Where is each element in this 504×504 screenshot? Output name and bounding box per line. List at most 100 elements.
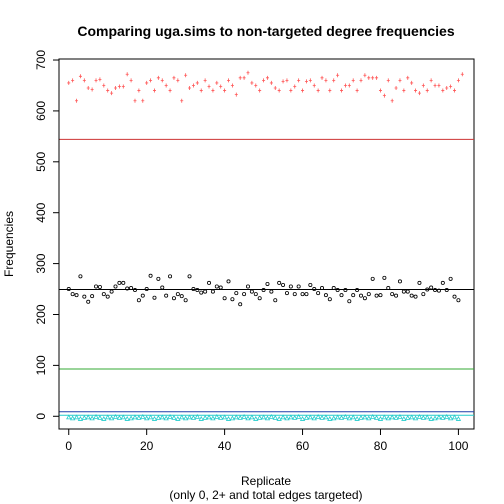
- point-s2-89: [412, 415, 419, 421]
- point-s1-54: [277, 280, 282, 285]
- point-s0-17: [133, 98, 137, 103]
- point-s2-48: [253, 415, 259, 421]
- point-s0-43: [234, 92, 238, 97]
- point-s0-67: [328, 88, 332, 93]
- point-s2-83: [389, 414, 395, 420]
- point-s2-32: [190, 414, 197, 420]
- point-s0-24: [160, 78, 164, 83]
- y-tick-label-600: 600: [34, 101, 48, 121]
- point-s0-38: [215, 80, 219, 85]
- point-s0-59: [297, 78, 301, 83]
- point-s2-14: [120, 414, 126, 420]
- point-s2-17: [132, 414, 138, 420]
- point-s0-12: [114, 86, 118, 91]
- point-s0-18: [137, 88, 141, 93]
- point-s1-13: [117, 280, 122, 285]
- point-s1-31: [187, 274, 192, 279]
- point-s2-84: [393, 414, 399, 420]
- point-s2-49: [257, 414, 263, 420]
- point-s1-58: [292, 292, 297, 297]
- point-s1-43: [234, 291, 239, 296]
- point-s0-57: [289, 88, 293, 93]
- point-s2-100: [455, 415, 462, 421]
- point-s2-51: [264, 415, 271, 421]
- point-s0-10: [106, 88, 110, 93]
- point-s1-6: [90, 294, 95, 299]
- point-s1-97: [444, 288, 449, 293]
- point-s0-41: [227, 78, 231, 83]
- point-s0-19: [141, 98, 145, 103]
- point-s1-21: [148, 273, 153, 278]
- point-s2-18: [136, 414, 142, 420]
- point-s2-88: [408, 414, 415, 420]
- point-s1-28: [175, 292, 180, 297]
- point-s2-56: [284, 415, 290, 421]
- point-s1-55: [281, 282, 286, 287]
- point-s1-18: [136, 298, 141, 303]
- point-s0-2: [75, 98, 79, 103]
- point-s1-62: [308, 282, 313, 287]
- point-s0-95: [437, 83, 441, 88]
- point-s0-80: [378, 88, 382, 93]
- point-s2-34: [198, 415, 204, 421]
- point-s0-79: [375, 75, 379, 80]
- point-s0-69: [336, 73, 340, 78]
- point-s0-6: [90, 87, 94, 92]
- point-s1-32: [191, 287, 196, 292]
- point-s1-64: [316, 291, 321, 296]
- y-tick-label-200: 200: [34, 304, 48, 324]
- point-s2-68: [331, 415, 337, 421]
- point-s2-85: [397, 413, 403, 419]
- point-s2-81: [381, 414, 388, 420]
- point-s0-75: [359, 78, 363, 83]
- point-s0-26: [168, 88, 172, 93]
- point-s1-11: [109, 289, 114, 294]
- point-s2-59: [295, 413, 302, 419]
- point-s1-40: [222, 296, 227, 301]
- point-s0-51: [265, 75, 269, 80]
- point-s0-39: [219, 84, 223, 89]
- point-s0-49: [258, 88, 262, 93]
- point-s2-22: [151, 415, 158, 421]
- point-s2-37: [210, 415, 216, 421]
- point-s2-98: [447, 415, 454, 421]
- point-s2-42: [229, 415, 236, 421]
- data-points: [66, 70, 464, 421]
- point-s2-94: [432, 415, 438, 421]
- point-s2-67: [327, 415, 333, 421]
- point-s1-49: [257, 296, 262, 301]
- point-s0-30: [184, 73, 188, 78]
- point-s0-71: [343, 83, 347, 88]
- point-s0-16: [129, 78, 133, 83]
- point-s0-83: [390, 98, 394, 103]
- x-tick-label-100: 100: [448, 439, 468, 453]
- point-s1-53: [273, 298, 278, 303]
- point-s1-82: [386, 286, 391, 291]
- point-s0-84: [394, 86, 398, 91]
- point-s2-5: [85, 414, 91, 420]
- point-s0-94: [433, 83, 437, 88]
- point-s0-25: [164, 83, 168, 88]
- y-tick-label-100: 100: [34, 355, 48, 375]
- point-s0-98: [449, 84, 453, 89]
- point-s0-81: [382, 93, 386, 98]
- point-s0-70: [340, 88, 344, 93]
- point-s2-58: [292, 414, 298, 420]
- point-s2-8: [97, 414, 103, 420]
- point-s2-74: [354, 415, 360, 421]
- point-s1-46: [245, 284, 250, 289]
- point-s1-91: [421, 292, 426, 297]
- point-s1-67: [327, 297, 332, 302]
- point-s0-48: [254, 83, 258, 88]
- point-s1-12: [113, 284, 118, 289]
- point-s0-73: [351, 78, 355, 83]
- point-s0-20: [145, 80, 149, 85]
- point-s0-28: [176, 78, 180, 83]
- point-s1-59: [296, 284, 301, 289]
- point-s2-66: [323, 414, 329, 420]
- point-s1-75: [358, 293, 363, 298]
- point-s1-68: [331, 286, 336, 291]
- point-s0-56: [285, 78, 289, 83]
- point-s1-24: [160, 285, 165, 290]
- point-s0-68: [332, 78, 336, 83]
